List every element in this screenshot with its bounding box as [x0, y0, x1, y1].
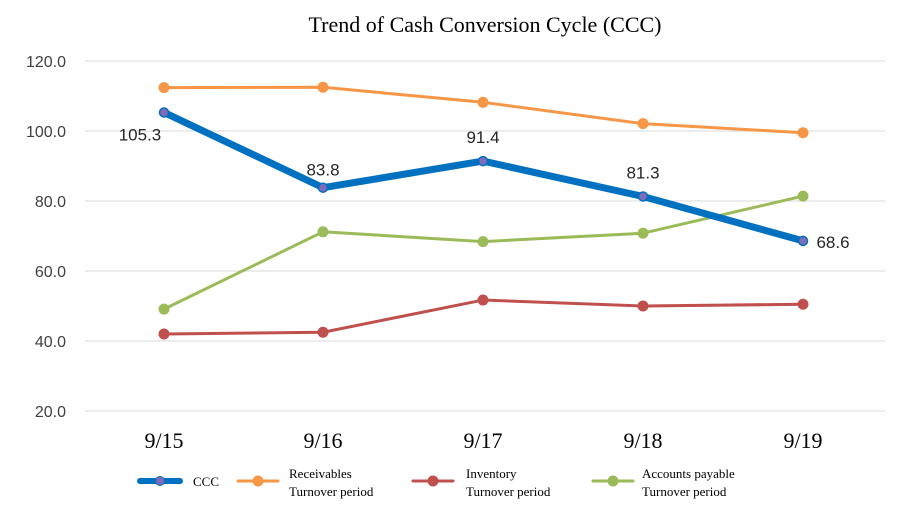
- x-axis-ticks: 9/15 9/16 9/17 9/18 9/19: [144, 428, 822, 453]
- data-point: [317, 182, 329, 193]
- data-point: [637, 227, 649, 239]
- data-label: 81.3: [626, 163, 659, 182]
- legend-label: Turnover period: [289, 484, 374, 499]
- legend-marker: [427, 475, 439, 487]
- data-point: [317, 326, 329, 338]
- y-tick-label: 20.0: [35, 404, 66, 421]
- legend-item-2: Inventory Turnover period: [411, 466, 551, 499]
- legend-item-1: Receivables Turnover period: [236, 466, 374, 499]
- legend-item-3: Accounts payable Turnover period: [591, 466, 735, 499]
- series-0: [158, 107, 809, 247]
- y-axis-ticks: 20.0 40.0 60.0 80.0 100.0 120.0: [26, 54, 66, 421]
- legend-label: CCC: [193, 474, 219, 489]
- data-point: [797, 298, 809, 310]
- gridlines: [85, 60, 885, 412]
- legend-marker: [252, 475, 264, 487]
- legend-label: Turnover period: [642, 484, 727, 499]
- data-point: [317, 81, 329, 93]
- chart-title: Trend of Cash Conversion Cycle (CCC): [308, 12, 661, 37]
- series-1: [158, 81, 809, 139]
- data-point: [158, 303, 170, 315]
- y-tick-label: 100.0: [26, 124, 66, 141]
- data-label: 91.4: [466, 128, 499, 147]
- series-line: [162, 85, 805, 135]
- legend-label: Receivables: [289, 466, 352, 481]
- series-3: [158, 190, 809, 315]
- data-point: [637, 191, 649, 202]
- y-tick-label: 80.0: [35, 194, 66, 211]
- legend-label: Turnover period: [466, 484, 551, 499]
- data-point: [158, 328, 170, 340]
- data-point: [637, 118, 649, 130]
- y-tick-label: 120.0: [26, 54, 66, 71]
- y-tick-label: 60.0: [35, 264, 66, 281]
- data-point: [477, 96, 489, 108]
- x-tick-label: 9/18: [623, 428, 662, 453]
- x-tick-label: 9/19: [783, 428, 822, 453]
- data-point: [637, 300, 649, 312]
- series-lines: [158, 81, 809, 340]
- data-point: [797, 190, 809, 202]
- y-tick-label: 40.0: [35, 334, 66, 351]
- data-point: [317, 226, 329, 238]
- data-point: [797, 127, 809, 139]
- x-tick-label: 9/17: [463, 428, 502, 453]
- data-point: [477, 294, 489, 306]
- data-label: 105.3: [119, 125, 162, 144]
- data-point: [477, 236, 489, 248]
- data-point: [158, 82, 170, 94]
- data-point: [158, 107, 170, 118]
- series-2: [158, 294, 809, 340]
- data-point: [797, 235, 809, 247]
- x-tick-label: 9/16: [303, 428, 342, 453]
- legend-label: Accounts payable: [642, 466, 735, 481]
- data-label: 83.8: [306, 161, 339, 180]
- x-tick-label: 9/15: [144, 428, 183, 453]
- legend-label: Inventory: [466, 466, 517, 481]
- data-label: 68.6: [816, 233, 849, 252]
- data-labels: 105.3 83.8 91.4 81.3 68.6: [119, 125, 850, 251]
- legend-marker: [607, 475, 619, 487]
- legend-item-0: CCC: [137, 474, 219, 489]
- legend-marker: [155, 476, 165, 486]
- data-point: [477, 155, 489, 167]
- legend: CCC Receivables Turnover period Inventory Tu…: [137, 466, 735, 499]
